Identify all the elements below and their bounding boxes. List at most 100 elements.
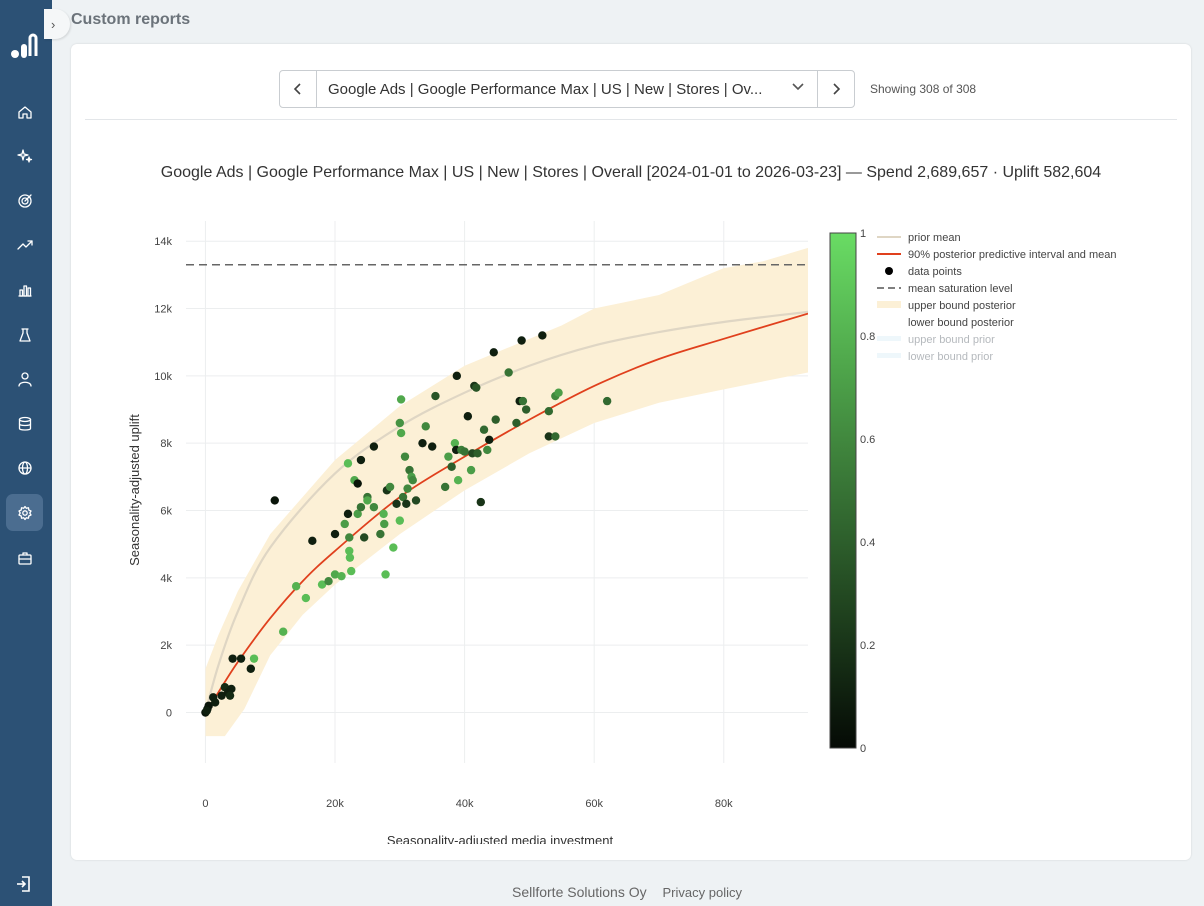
flask-icon [18, 327, 31, 342]
legend-label: mean saturation level [908, 283, 1013, 295]
colorbar-tick-label: 0.8 [860, 331, 875, 343]
sidebar-item-bar-chart[interactable] [6, 271, 43, 308]
x-tick-label: 80k [715, 798, 733, 810]
bar-chart-icon [17, 285, 32, 297]
sidebar-item-globe[interactable] [6, 450, 43, 487]
data-point [228, 654, 237, 663]
data-point [249, 654, 259, 663]
data-point [554, 388, 563, 397]
data-point [476, 497, 486, 507]
y-tick-label: 0 [166, 708, 172, 720]
data-point [379, 509, 388, 519]
user-icon [17, 372, 32, 387]
data-point [395, 418, 405, 428]
legend-item: lower bound prior [877, 351, 993, 363]
data-point [353, 479, 362, 488]
sidebar-item-database[interactable] [6, 405, 43, 442]
data-point [402, 499, 411, 508]
sidebar-item-flask[interactable] [6, 316, 43, 353]
legend-label: 90% posterior predictive interval and me… [908, 249, 1117, 261]
sidebar-item-sparkles[interactable] [6, 138, 43, 175]
legend-item: data points [885, 266, 962, 278]
legend-label: upper bound posterior [908, 300, 1016, 312]
legend-swatch-points [885, 267, 893, 275]
data-point [395, 516, 405, 525]
data-point [418, 438, 427, 448]
data-point [356, 455, 366, 465]
x-axis-title: Seasonality-adjusted media investment [387, 833, 614, 844]
chevron-right-icon: › [51, 16, 56, 32]
report-dropdown[interactable]: Google Ads | Google Performance Max | US… [317, 71, 817, 107]
data-point [483, 445, 492, 455]
data-point [504, 368, 513, 377]
data-point [363, 496, 372, 505]
y-tick-label: 14k [154, 236, 172, 248]
x-tick-label: 60k [585, 798, 603, 810]
data-point [447, 462, 456, 471]
target-icon [17, 194, 32, 208]
y-tick-label: 8k [160, 438, 172, 450]
app-logo-icon[interactable] [10, 30, 42, 60]
data-point [270, 496, 279, 505]
data-point [343, 509, 353, 519]
data-point [369, 442, 379, 451]
data-point [236, 654, 246, 663]
sidebar-collapse-button[interactable]: › [44, 9, 70, 39]
sidebar-item-target[interactable] [6, 182, 43, 219]
next-button[interactable] [817, 71, 854, 107]
legend-label: upper bound prior [908, 334, 995, 346]
data-point [330, 570, 340, 579]
y-tick-label: 2k [160, 640, 172, 652]
data-point [440, 482, 450, 492]
data-point [376, 529, 385, 539]
data-point [602, 396, 612, 406]
data-point [479, 425, 489, 434]
legend-item: prior mean [877, 232, 961, 244]
data-point [485, 435, 494, 445]
sidebar-item-settings[interactable] [6, 494, 43, 532]
legend-item: upper bound prior [877, 334, 995, 346]
colorbar-tick-label: 0.2 [860, 640, 875, 652]
chevron-right-icon [833, 83, 841, 95]
trending-up-icon [16, 240, 33, 250]
sidebar-item-briefcase[interactable] [6, 539, 43, 576]
legend-label: lower bound posterior [908, 317, 1014, 329]
data-point [347, 566, 356, 576]
data-point [392, 499, 401, 508]
data-point [324, 577, 333, 586]
data-point [431, 391, 440, 401]
logout-icon[interactable] [14, 874, 34, 894]
data-point [444, 452, 453, 461]
data-point [403, 484, 412, 493]
legend-swatch-band [877, 301, 901, 308]
previous-button[interactable] [280, 71, 317, 107]
globe-icon [17, 461, 32, 475]
data-point [345, 546, 354, 556]
data-point [421, 422, 430, 431]
privacy-policy-link[interactable]: Privacy policy [662, 885, 742, 900]
data-point [400, 452, 410, 461]
colorbar [829, 232, 857, 749]
data-point [343, 459, 353, 468]
legend-label: lower bound prior [908, 351, 993, 363]
data-point [353, 509, 362, 519]
data-point [308, 536, 317, 546]
sidebar-item-trending-up[interactable] [6, 227, 43, 264]
data-point [246, 664, 255, 673]
data-point [381, 570, 390, 579]
data-point [408, 476, 417, 485]
data-point [385, 482, 395, 492]
y-axis-title: Seasonality-adjusted uplift [127, 414, 142, 566]
y-tick-label: 6k [160, 506, 172, 518]
data-point [521, 405, 531, 414]
data-point [544, 407, 554, 416]
legend-swatch-faded [877, 336, 901, 341]
colorbar-tick-label: 0 [860, 743, 866, 755]
data-point [452, 371, 462, 381]
data-point [512, 418, 521, 428]
sidebar-item-user[interactable] [6, 361, 43, 398]
home-icon [17, 105, 32, 119]
legend-item: 90% posterior predictive interval and me… [877, 249, 1117, 261]
sidebar-item-home[interactable] [6, 93, 43, 130]
y-tick-label: 12k [154, 304, 172, 316]
